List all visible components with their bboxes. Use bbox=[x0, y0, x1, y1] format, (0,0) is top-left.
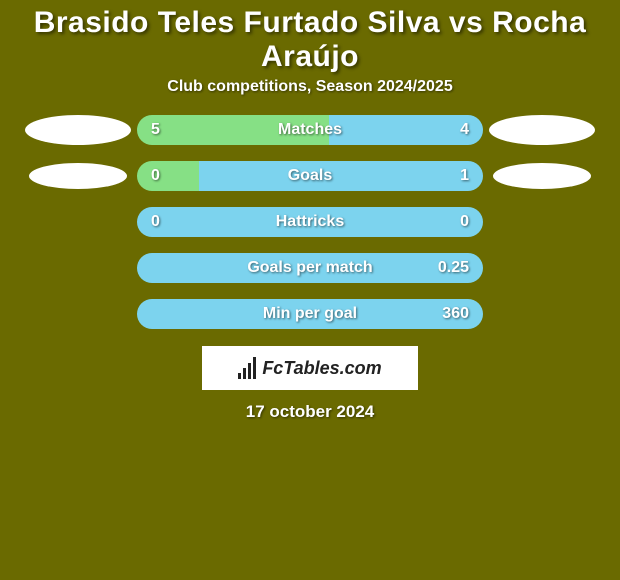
stat-bar: Goals01 bbox=[137, 161, 483, 191]
player-avatar-right bbox=[489, 115, 595, 145]
stat-bar: Matches54 bbox=[137, 115, 483, 145]
stat-bar: Min per goal360 bbox=[137, 299, 483, 329]
stat-row: Goals01 bbox=[0, 160, 620, 192]
bar-segment-right bbox=[137, 207, 483, 237]
bar-segment-left bbox=[137, 161, 199, 191]
bar-segment-right bbox=[137, 299, 483, 329]
player-avatar-left bbox=[29, 163, 127, 189]
stat-row: Matches54 bbox=[0, 114, 620, 146]
stat-bar: Goals per match0.25 bbox=[137, 253, 483, 283]
player-avatar-left bbox=[25, 115, 131, 145]
stat-row: Hattricks00 bbox=[0, 206, 620, 238]
bar-segment-left bbox=[137, 115, 329, 145]
stat-bar: Hattricks00 bbox=[137, 207, 483, 237]
avatar-slot-right bbox=[483, 115, 601, 145]
page-title: Brasido Teles Furtado Silva vs Rocha Ara… bbox=[0, 0, 620, 78]
stat-row: Min per goal360 bbox=[0, 298, 620, 330]
page-subtitle: Club competitions, Season 2024/2025 bbox=[0, 78, 620, 96]
player-avatar-right bbox=[493, 163, 591, 189]
bar-segment-right bbox=[329, 115, 483, 145]
chart-icon bbox=[238, 357, 256, 379]
footer-date: 17 october 2024 bbox=[0, 402, 620, 422]
avatar-slot-left bbox=[19, 163, 137, 189]
logo-text: FcTables.com bbox=[262, 358, 381, 379]
bar-segment-right bbox=[199, 161, 483, 191]
bar-segment-right bbox=[137, 253, 483, 283]
stat-row: Goals per match0.25 bbox=[0, 252, 620, 284]
stats-container: Matches54 Goals01 Hattricks00 Goals per mat… bbox=[0, 114, 620, 330]
avatar-slot-left bbox=[19, 115, 137, 145]
avatar-slot-right bbox=[483, 163, 601, 189]
logo-box: FcTables.com bbox=[202, 346, 418, 390]
